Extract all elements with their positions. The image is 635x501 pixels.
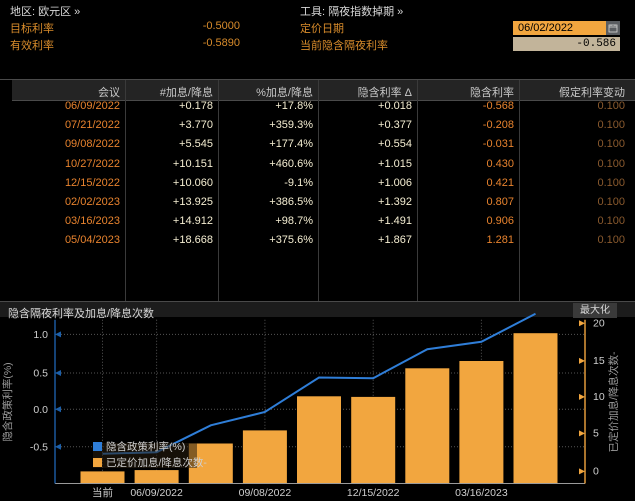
svg-text:5: 5 bbox=[593, 428, 599, 440]
svg-text:06/09/2022: 06/09/2022 bbox=[130, 487, 183, 499]
svg-text:20: 20 bbox=[593, 318, 605, 330]
svg-text:10: 10 bbox=[593, 391, 605, 403]
svg-text:-0.5: -0.5 bbox=[30, 442, 48, 454]
svg-text:09/08/2022: 09/08/2022 bbox=[239, 487, 292, 499]
svg-text:当前: 当前 bbox=[92, 486, 113, 499]
svg-text:0.0: 0.0 bbox=[33, 404, 48, 416]
svg-text:1.0: 1.0 bbox=[33, 329, 48, 341]
svg-text:0: 0 bbox=[593, 466, 599, 478]
svg-text:03/16/2023: 03/16/2023 bbox=[455, 487, 508, 499]
svg-text:15: 15 bbox=[593, 355, 605, 367]
svg-text:0.5: 0.5 bbox=[33, 368, 48, 380]
svg-text:12/15/2022: 12/15/2022 bbox=[347, 487, 400, 499]
